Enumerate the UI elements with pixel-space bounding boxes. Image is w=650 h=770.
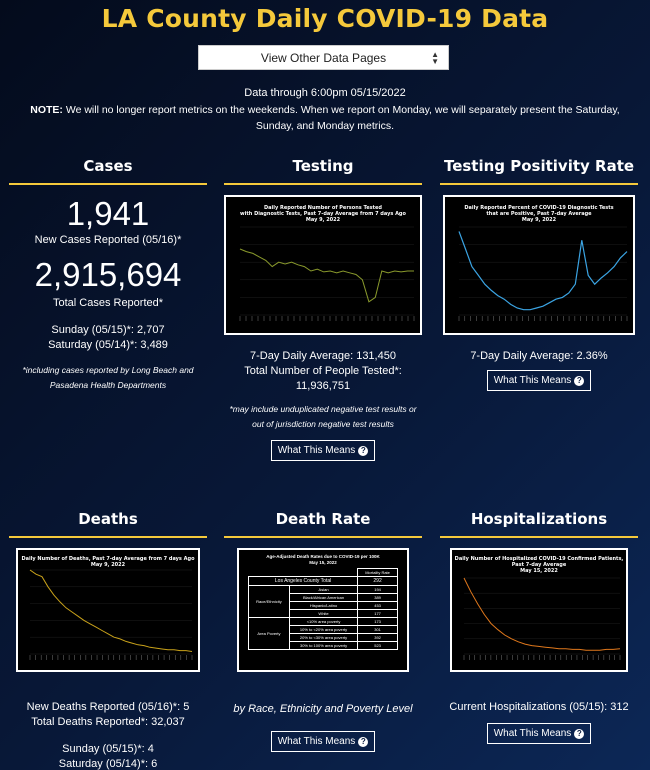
table-row: 10% to <20% area poverty (288, 625, 359, 634)
testing-series-line (239, 248, 414, 303)
hosp-section: Hospitalizations Daily Number of Hospita… (440, 510, 638, 744)
testing-avg: 7-Day Daily Average: 131,450 (250, 350, 396, 362)
question-circle-icon: ? (574, 376, 585, 386)
note-text: We will no longer report metrics on the … (62, 104, 620, 132)
testing-chart-title-2: with Diagnostic Tests, Past 7-day Averag… (240, 211, 406, 217)
deaths-title: Deaths (9, 510, 207, 538)
testing-what-this-means-button[interactable]: What This Means? (270, 440, 376, 461)
table-cell: 177 (357, 609, 398, 618)
mortality-rate-header: Mortality Rate (357, 568, 398, 577)
poverty-group-label: Area Poverty (248, 617, 290, 650)
positivity-button-label: What This Means (493, 375, 572, 386)
deaths-chart-title-2: May 9, 2022 (91, 562, 126, 568)
total-cases-value: 2,915,694 (34, 256, 182, 293)
hosp-series-line (463, 577, 621, 651)
table-cell: 389 (357, 593, 398, 602)
death-rate-title: Death Rate (224, 510, 422, 538)
county-total-value: 292 (357, 576, 398, 586)
testing-title: Testing (224, 157, 422, 185)
table-cell: 392 (357, 633, 398, 642)
sunday-deaths: Sunday (05/15)*: 4 (62, 743, 154, 755)
view-other-pages-select[interactable]: View Other Data Pages ▲ ▼ (198, 45, 449, 70)
current-hospitalizations: Current Hospitalizations (05/15): 312 (449, 701, 629, 713)
hosp-chart: Daily Number of Hospitalized COVID-19 Co… (450, 548, 628, 672)
table-cell: 453 (357, 601, 398, 610)
positivity-chart-title-2: that are Positive, Past 7-day Average (486, 211, 592, 217)
saturday-cases: Saturday (05/14)*: 3,489 (48, 339, 168, 351)
table-row: 30% to 100% area poverty (288, 641, 359, 650)
testing-button-label: What This Means (277, 445, 356, 456)
positivity-avg: 7-Day Daily Average: 2.36% (470, 350, 608, 362)
table-cell: 523 (357, 641, 398, 650)
death-rate-button-label: What This Means (277, 736, 356, 747)
table-row: Asian (288, 585, 359, 594)
up-down-caret-icon: ▲ ▼ (431, 50, 439, 66)
hosp-chart-title-1: Daily Number of Hospitalized COVID-19 Co… (455, 556, 624, 562)
weekend-note: NOTE: We will no longer report metrics o… (12, 102, 638, 134)
testing-total-value: 11,936,751 (295, 380, 351, 392)
question-circle-icon: ? (574, 729, 585, 739)
cases-footnote: *including cases reported by Long Beach … (22, 365, 194, 390)
death-rate-title-1: Age-Adjusted Death Rates due to COVID-19… (266, 554, 380, 559)
death-rate-table: Mortality Rate Los Angeles County Total 2… (247, 568, 398, 650)
deaths-chart: Daily Number of Deaths, Past 7-day Avera… (16, 548, 200, 672)
positivity-chart-svg: Daily Reported Percent of COVID-19 Diagn… (445, 197, 633, 333)
hosp-button-label: What This Means (493, 728, 572, 739)
positivity-chart-title-1: Daily Reported Percent of COVID-19 Diagn… (464, 205, 613, 211)
death-rate-table-image: Age-Adjusted Death Rates due to COVID-19… (237, 548, 409, 672)
question-circle-icon: ? (358, 737, 369, 747)
deaths-section: Deaths Daily Number of Deaths, Past 7-da… (9, 510, 207, 770)
race-group-label: Race/Ethnicity (248, 585, 290, 618)
positivity-chart-title-3: May 9, 2022 (522, 217, 557, 223)
positivity-what-this-means-button[interactable]: What This Means? (486, 370, 592, 391)
death-rate-what-this-means-button[interactable]: What This Means? (270, 731, 376, 752)
positivity-chart: Daily Reported Percent of COVID-19 Diagn… (443, 195, 635, 335)
hosp-chart-svg: Daily Number of Hospitalized COVID-19 Co… (452, 550, 626, 670)
deaths-chart-svg: Daily Number of Deaths, Past 7-day Avera… (18, 550, 198, 670)
death-rate-section: Death Rate Age-Adjusted Death Rates due … (224, 510, 422, 752)
table-cell: 301 (357, 625, 398, 634)
testing-total-label: Total Number of People Tested*: (244, 365, 402, 377)
positivity-section: Testing Positivity Rate Daily Reported P… (440, 157, 638, 391)
positivity-title: Testing Positivity Rate (440, 157, 638, 185)
new-cases-value: 1,941 (66, 195, 150, 232)
hosp-chart-title-3: May 15, 2022 (520, 568, 558, 574)
testing-chart: Daily Reported Number of Persons Tested … (224, 195, 422, 335)
testing-chart-svg: Daily Reported Number of Persons Tested … (226, 197, 420, 333)
death-rate-subtitle: by Race, Ethnicity and Poverty Level (233, 703, 413, 715)
hosp-what-this-means-button[interactable]: What This Means? (486, 723, 592, 744)
deaths-series-line (29, 569, 193, 652)
table-cell: 173 (357, 617, 398, 626)
table-row: Hispanic/Latino (288, 601, 359, 610)
total-deaths: Total Deaths Reported*: 32,037 (31, 716, 185, 728)
cases-title: Cases (9, 157, 207, 185)
testing-footnote: *may include unduplicated negative test … (229, 404, 417, 429)
table-row: <10% area poverty (288, 617, 359, 626)
new-cases-label: New Cases Reported (05/16)* (34, 234, 182, 246)
deaths-chart-title-1: Daily Number of Deaths, Past 7-day Avera… (21, 556, 195, 562)
total-cases-label: Total Cases Reported* (52, 297, 164, 309)
testing-chart-title-1: Daily Reported Number of Persons Tested (264, 205, 382, 211)
death-rate-title-2: May 15, 2022 (309, 560, 337, 565)
cases-section: Cases 1,941 New Cases Reported (05/16)* … (9, 157, 207, 393)
sunday-cases: Sunday (05/15)*: 2,707 (51, 324, 165, 336)
testing-section: Testing Daily Reported Number of Persons… (224, 157, 422, 461)
new-deaths: New Deaths Reported (05/16)*: 5 (26, 701, 190, 713)
hosp-title: Hospitalizations (440, 510, 638, 538)
data-through-text: Data through 6:00pm 05/15/2022 (244, 87, 406, 99)
question-circle-icon: ? (358, 446, 369, 456)
positivity-series-line (458, 231, 628, 311)
table-row: 20% to <30% area poverty (288, 633, 359, 642)
table-row: White (288, 609, 359, 618)
table-row: Black/African American (288, 593, 359, 602)
table-cell: 194 (357, 585, 398, 594)
page-title: LA County Daily COVID-19 Data (101, 4, 549, 33)
testing-chart-title-3: May 9, 2022 (306, 217, 341, 223)
select-label: View Other Data Pages (260, 50, 387, 65)
saturday-deaths: Saturday (05/14)*: 6 (58, 758, 158, 770)
hosp-chart-title-2: Past 7-day Average (512, 562, 567, 568)
note-label: NOTE: (30, 104, 63, 116)
county-total-label: Los Angeles County Total (247, 576, 359, 586)
